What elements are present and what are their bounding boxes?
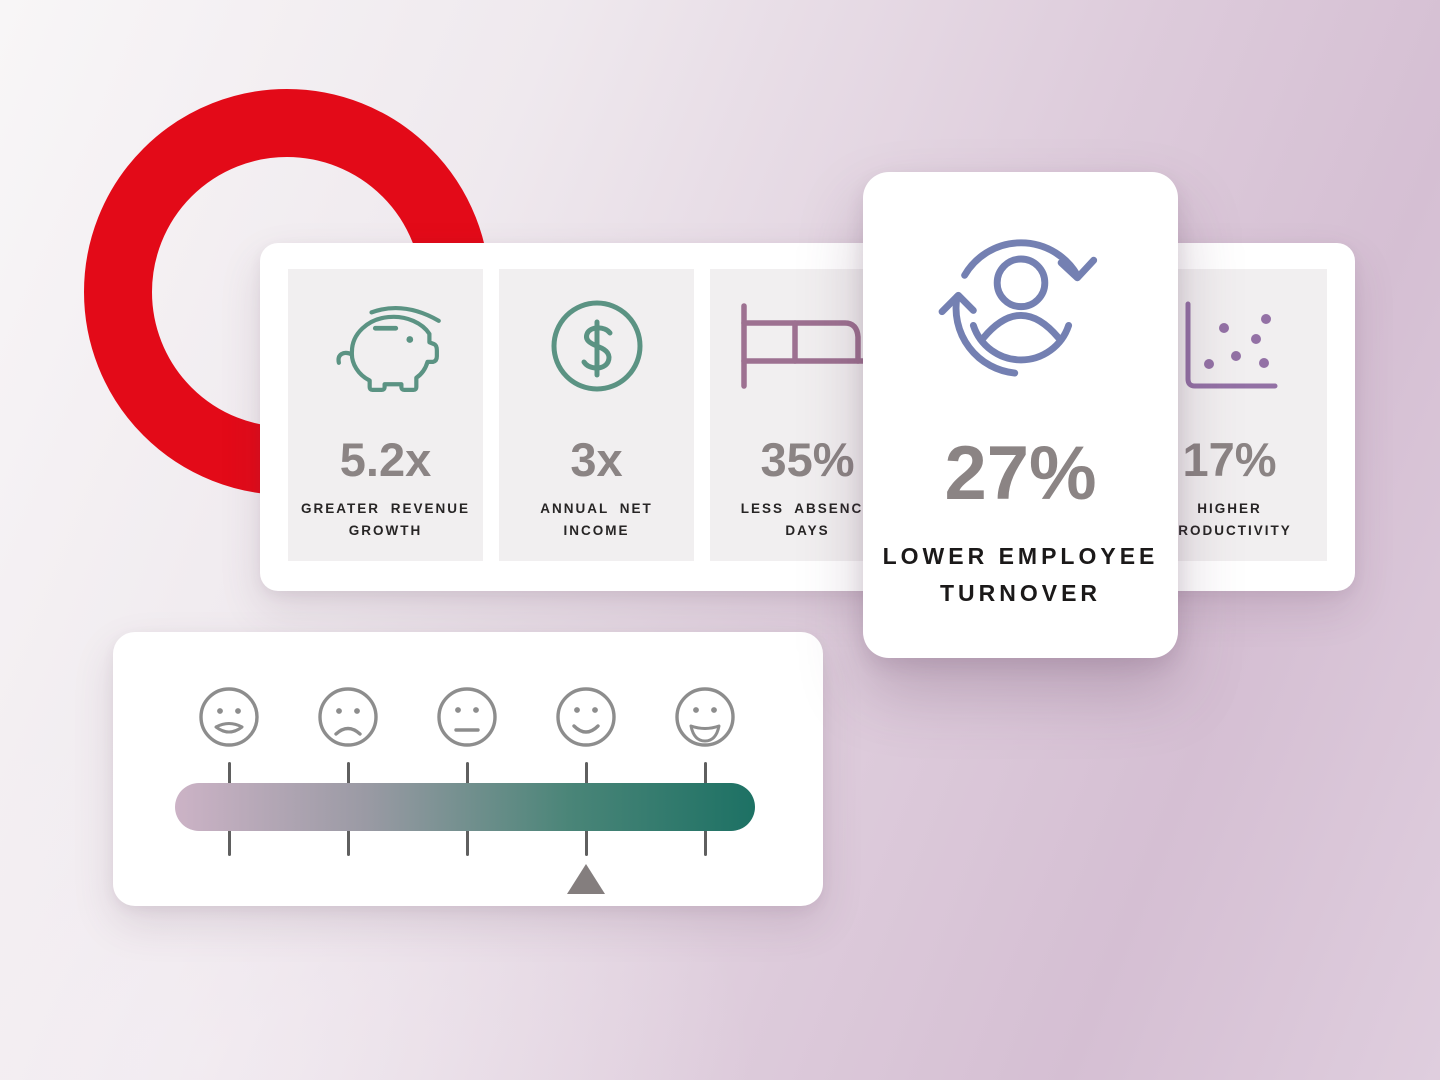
stat-label: ANNUAL NET INCOME xyxy=(540,501,653,539)
stat-label: LESS ABSENCE DAYS xyxy=(740,501,875,539)
stat-tile-net-income: 3x ANNUAL NET INCOME xyxy=(499,269,694,561)
employee-turnover-icon xyxy=(927,230,1115,382)
rating-track[interactable] xyxy=(175,783,755,831)
stat-label: LOWER EMPLOYEE TURNOVER xyxy=(882,543,1159,606)
elevated-stat-card-turnover: 27% LOWER EMPLOYEE TURNOVER xyxy=(863,172,1178,658)
scatter-chart-icon xyxy=(1132,296,1327,396)
stat-tile-revenue-growth: 5.2x GREATER REVENUE GROWTH xyxy=(288,269,483,561)
stat-value: 35% xyxy=(760,433,855,486)
stat-value: 5.2x xyxy=(339,433,432,486)
very-happy-face-icon xyxy=(670,682,740,752)
stat-value: 3x xyxy=(570,433,623,486)
stat-label: GREATER REVENUE GROWTH xyxy=(300,501,471,539)
piggy-bank-icon xyxy=(288,296,483,396)
stat-value: 17% xyxy=(1182,433,1277,486)
stats-card: 5.2x GREATER REVENUE GROWTH 3x ANNUAL NE… xyxy=(260,243,1355,591)
stat-value: 27% xyxy=(944,431,1097,516)
very-sad-face-icon xyxy=(194,682,264,752)
satisfaction-card xyxy=(113,632,823,906)
sad-face-icon xyxy=(313,682,383,752)
happy-face-icon xyxy=(551,682,621,752)
neutral-face-icon xyxy=(432,682,502,752)
dollar-coin-icon xyxy=(499,296,694,396)
bed-icon xyxy=(710,296,905,396)
rating-pointer[interactable] xyxy=(567,864,605,894)
stat-label: HIGHER PRODUCTIVITY xyxy=(1167,501,1292,539)
